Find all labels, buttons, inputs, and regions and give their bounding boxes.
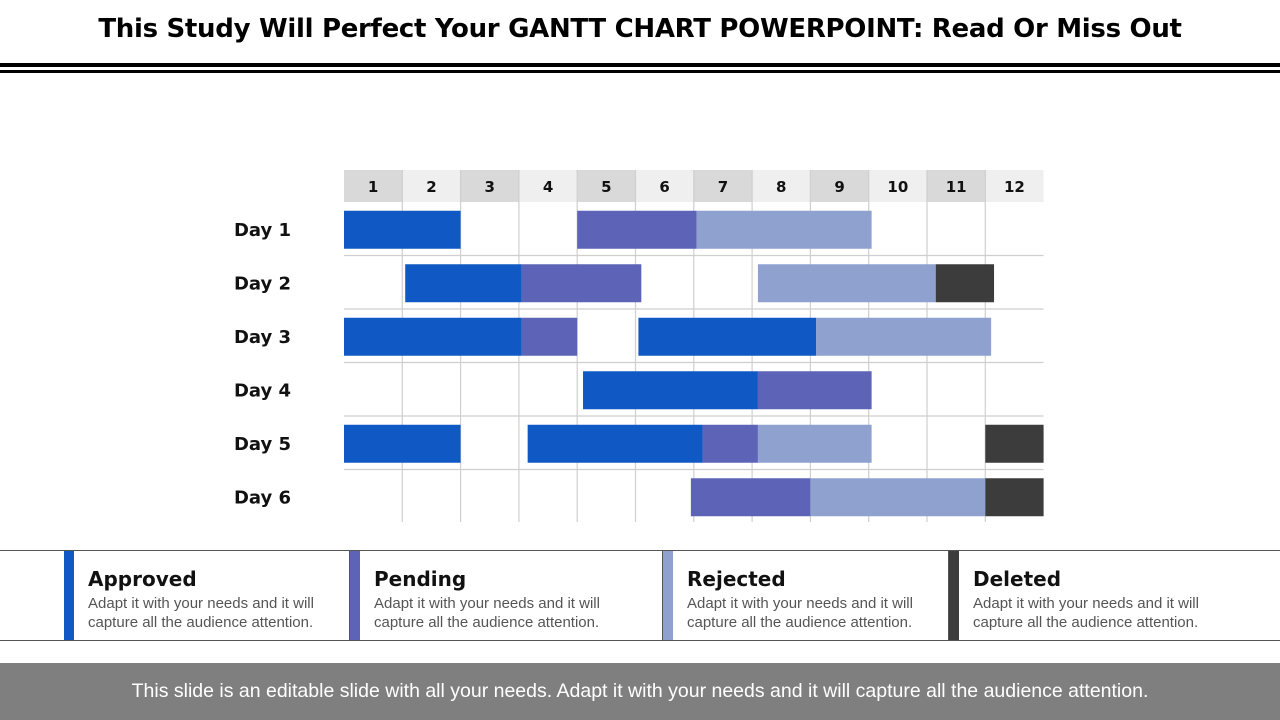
task-bar-pending (702, 424, 758, 463)
legend-desc-deleted: Adapt it with your needs and it will cap… (973, 595, 1199, 631)
legend-swatch-pending (350, 551, 360, 640)
row-label: Day 6 (234, 487, 291, 508)
column-header-label: 10 (887, 178, 908, 196)
task-bar-pending (521, 264, 642, 303)
legend-label-deleted: Deleted (973, 567, 1062, 591)
legend-label-approved: Approved (88, 567, 197, 591)
column-header-label: 6 (659, 178, 669, 196)
column-header-label: 9 (834, 178, 844, 196)
task-bar-approved (527, 424, 703, 463)
column-header-cell (868, 170, 927, 202)
legend-desc-pending: Adapt it with your needs and it will cap… (374, 595, 600, 631)
legend-desc-approved: Adapt it with your needs and it will cap… (88, 595, 314, 631)
footer-banner: This slide is an editable slide with all… (0, 663, 1280, 720)
row-label: Day 2 (234, 273, 291, 294)
legend-label-rejected: Rejected (687, 567, 786, 591)
task-bar-rejected (757, 264, 936, 303)
task-bar-approved (638, 317, 817, 356)
task-bar-rejected (810, 478, 986, 517)
task-bar-pending (577, 210, 697, 249)
legend-swatch-deleted (949, 551, 959, 640)
legend-swatch-approved (64, 551, 74, 640)
legend-divider (349, 551, 350, 640)
column-header-label: 8 (776, 178, 786, 196)
column-header-label: 2 (426, 178, 436, 196)
column-header-cell (577, 170, 636, 202)
column-header-label: 4 (543, 178, 553, 196)
title-rule-top (0, 63, 1280, 67)
column-header-cell (635, 170, 694, 202)
task-bar-pending (757, 371, 872, 410)
task-bar-deleted (985, 424, 1044, 463)
column-header-cell (752, 170, 811, 202)
task-bar-approved (344, 317, 522, 356)
legend-swatch-rejected (663, 551, 673, 640)
row-label: Day 4 (234, 380, 291, 401)
column-header-cell (810, 170, 869, 202)
column-header-label: 1 (368, 178, 378, 196)
column-header-cell (344, 170, 403, 202)
task-bar-approved (583, 371, 758, 410)
column-header-label: 3 (485, 178, 495, 196)
legend-divider (948, 551, 949, 640)
legend: Approved Adapt it with your needs and it… (0, 550, 1280, 641)
task-bar-approved (344, 424, 461, 463)
legend-label-pending: Pending (374, 567, 467, 591)
column-header-cell (693, 170, 753, 202)
row-label: Day 5 (234, 434, 291, 455)
row-label: Day 1 (234, 220, 291, 241)
column-header-cell (402, 170, 461, 202)
column-header-label: 12 (1004, 178, 1025, 196)
row-label: Day 3 (234, 327, 291, 348)
task-bar-rejected (816, 317, 992, 356)
slide-title: This Study Will Perfect Your GANTT CHART… (98, 14, 1182, 44)
task-bar-approved (405, 264, 522, 303)
column-header-cell (518, 170, 578, 202)
task-bar-deleted (985, 478, 1044, 517)
column-header-cell (985, 170, 1044, 202)
task-bar-rejected (696, 210, 872, 249)
task-bar-deleted (935, 264, 995, 303)
column-header-cell (460, 170, 519, 202)
task-bar-pending (521, 317, 578, 356)
task-bar-approved (344, 210, 461, 249)
column-header-cell (927, 170, 986, 202)
task-bar-pending (690, 478, 811, 517)
legend-desc-rejected: Adapt it with your needs and it will cap… (687, 595, 913, 631)
column-header-label: 5 (601, 178, 611, 196)
legend-divider (662, 551, 663, 640)
column-header-label: 11 (946, 178, 967, 196)
task-bar-rejected (757, 424, 872, 463)
title-rule-bottom (0, 70, 1280, 73)
column-header-label: 7 (718, 178, 728, 196)
